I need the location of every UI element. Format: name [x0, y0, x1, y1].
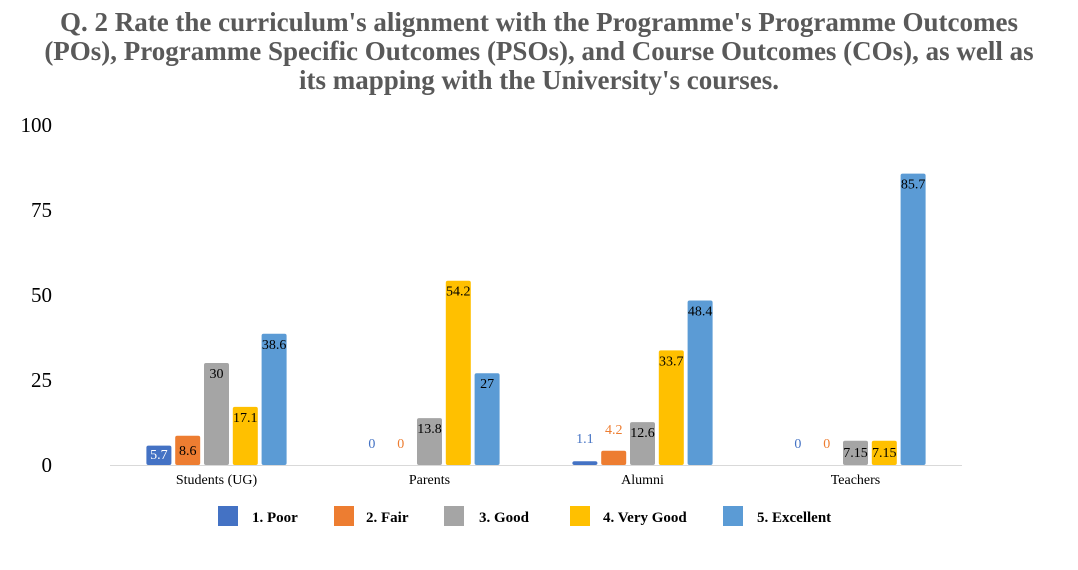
data-label: 0: [368, 437, 375, 452]
x-category-label: Teachers: [831, 473, 881, 488]
data-label: 38.6: [262, 338, 287, 353]
bar: [146, 445, 172, 465]
bar: [232, 406, 258, 465]
legend-label: 1. Poor: [252, 510, 298, 526]
bar: [687, 300, 713, 465]
bar: [658, 350, 684, 465]
data-label: 4.2: [605, 423, 623, 438]
y-tick-label: 50: [31, 283, 52, 307]
data-label: 30: [210, 367, 224, 382]
legend-label: 4. Very Good: [603, 510, 687, 526]
bar: [572, 461, 598, 465]
bar: [175, 435, 201, 465]
x-category-label: Students (UG): [176, 473, 258, 488]
chart-title-line-2: (POs), Programme Specific Outcomes (PSOs…: [44, 36, 1034, 66]
data-label: 48.4: [688, 304, 713, 319]
data-label: 7.15: [872, 446, 897, 461]
chart-title-line-1: Q. 2 Rate the curriculum's alignment wit…: [59, 7, 1019, 37]
bar: [417, 418, 442, 465]
y-tick-label: 100: [21, 113, 53, 137]
bar: [900, 173, 926, 465]
data-label: 54.2: [446, 285, 471, 300]
legend-swatch: [218, 506, 238, 526]
bar: [871, 440, 897, 465]
data-label: 85.7: [901, 178, 926, 193]
chart-title-line-3: its mapping with the University's course…: [298, 65, 779, 95]
data-label: 7.15: [843, 446, 868, 461]
legend-label: 3. Good: [479, 510, 530, 526]
legend-swatch: [444, 506, 464, 526]
data-label: 5.7: [150, 448, 168, 463]
y-tick-label: 0: [42, 453, 53, 477]
bar: [601, 450, 627, 465]
bar: [204, 363, 229, 465]
data-label: 27: [480, 377, 494, 392]
bar: [261, 333, 287, 465]
chart-title: Q. 2 Rate the curriculum's alignment wit…: [0, 8, 1078, 95]
data-label: 0: [823, 437, 830, 452]
y-tick-label: 75: [31, 198, 52, 222]
bar: [843, 440, 868, 465]
legend-swatch: [723, 506, 743, 526]
data-label: 12.6: [630, 426, 655, 441]
legend-label: 5. Excellent: [757, 510, 831, 526]
legend-swatch: [334, 506, 354, 526]
data-label: 13.8: [417, 422, 442, 437]
legend-swatch: [570, 506, 590, 526]
y-tick-label: 25: [31, 368, 52, 392]
data-label: 8.6: [179, 444, 197, 459]
legend-label: 2. Fair: [366, 510, 409, 526]
data-label: 0: [397, 437, 404, 452]
bar: [445, 280, 471, 465]
bar: [630, 422, 655, 465]
data-label: 33.7: [659, 354, 684, 369]
data-label: 17.1: [233, 411, 258, 426]
data-label: 0: [794, 437, 801, 452]
data-label: 1.1: [576, 432, 594, 447]
bar: [474, 373, 500, 465]
x-category-label: Alumni: [621, 473, 664, 488]
x-category-label: Parents: [409, 473, 450, 488]
